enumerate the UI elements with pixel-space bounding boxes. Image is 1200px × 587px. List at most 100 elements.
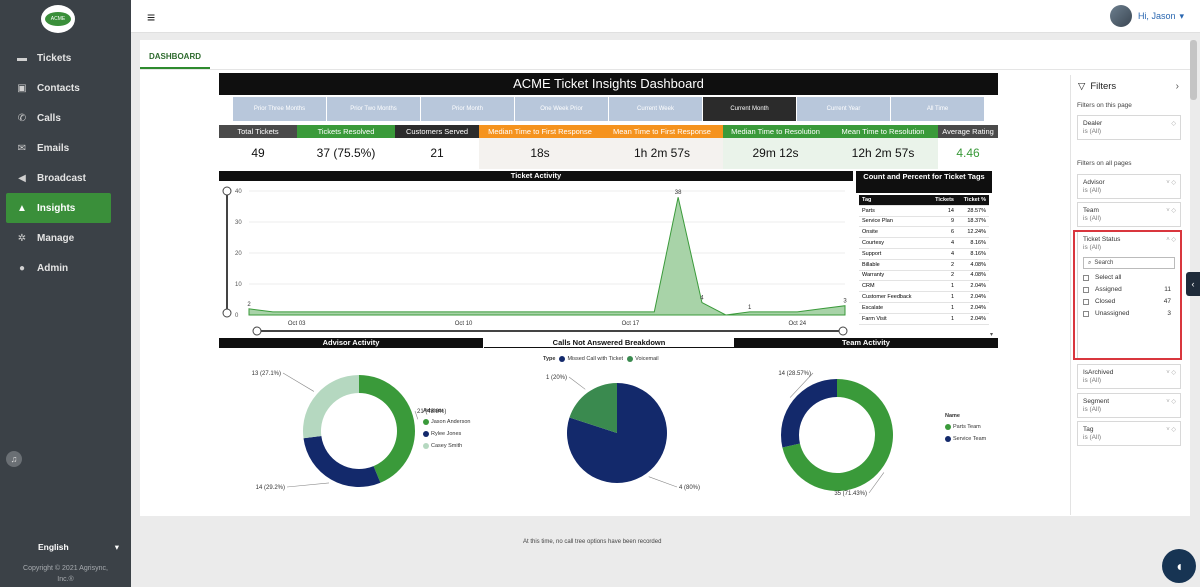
period-button[interactable]: Prior Two Months [327,97,420,121]
table-cell: Service Plan [862,218,893,225]
eraser-icon[interactable]: ˅ ◇ [1166,208,1176,214]
support-icon[interactable]: ♫ [6,451,22,467]
filter-card-team[interactable]: Team is (All) ˅ ◇ [1077,202,1181,227]
greeting: Hi, Jason [1137,11,1176,21]
copyright-line: Inc.® [57,576,74,583]
table-cell: 2.04% [970,294,986,301]
table-cell: 6 [950,229,954,236]
nav-item-tickets[interactable]: ▬ Tickets [6,43,111,73]
legend-item[interactable]: Casey Smith [423,443,470,449]
table-cell: 4 [950,250,954,257]
checkbox[interactable] [1083,310,1089,317]
filter-card-dealer[interactable]: Dealer is (All) ◇ [1077,115,1181,140]
table-cell: 4.08% [970,261,986,268]
nav-label: Insights [37,202,76,214]
period-button[interactable]: Current Month [703,97,796,121]
collapse-pane-icon[interactable]: ‹ [1186,272,1200,296]
table-row: Support 4 8.16% [859,249,989,260]
x-range-handle [252,326,262,336]
checkbox[interactable] [1083,274,1089,281]
eraser-icon[interactable]: ˅ ◇ [1166,399,1176,405]
status-option[interactable]: Select all [1083,274,1175,281]
filter-card-advisor[interactable]: Advisor is (All) ˅ ◇ [1077,174,1181,199]
label-leader [648,476,678,488]
pie-slice [782,379,893,491]
nav-item-manage[interactable]: ✲ Manage [6,223,111,253]
chat-bubble-icon[interactable]: ◖ [1162,549,1196,583]
hamburger-icon[interactable]: ≡ [147,9,156,25]
legend-dot [945,424,951,430]
legend-item[interactable]: Jason Anderson [423,419,470,425]
pie-slice [359,375,415,483]
filter-search-input[interactable]: ⌕ Search [1083,257,1175,269]
legend-item[interactable]: Missed Call with Ticket [559,356,623,362]
period-button[interactable]: Current Year [797,97,890,121]
legend-item[interactable]: Parts Team [945,424,986,430]
advisor-activity-title: Advisor Activity [219,338,483,348]
data-label: 38 [675,190,682,196]
filters-on-page-label: Filters on this page [1077,102,1132,109]
filters-title: ▽ Filters [1078,81,1116,92]
nav-label: Calls [37,112,61,124]
slice-label: 21 (43.8%) [417,409,446,415]
y-range-handle [222,186,232,196]
calls-legend: Type Missed Call with Ticket Voicemail [543,356,663,362]
legend-item[interactable]: Voicemail [627,356,659,362]
filter-card-segment[interactable]: Segment is (All) ˅ ◇ [1077,393,1181,418]
period-button[interactable]: Prior Three Months [233,97,326,121]
status-option[interactable]: Closed 47 [1083,298,1175,305]
table-cell: 9 [950,218,954,225]
checkbox[interactable] [1083,286,1089,293]
table-cell: Escalate [862,304,884,311]
kpi-value: 49 [219,138,297,169]
eraser-icon[interactable]: ˅ ◇ [1166,180,1176,186]
activity-area [248,197,846,316]
topbar: ≡ Hi, Jason ▾ [131,0,1200,33]
period-button[interactable]: Prior Month [421,97,514,121]
option-label: Unassigned [1095,310,1130,317]
option-label: Select all [1095,274,1122,281]
nav-item-insights[interactable]: ▲ Insights [6,193,111,223]
chart-icon: ▲ [17,202,27,214]
option-count: 3 [1167,310,1171,317]
table-row: Parts 14 28.57% [859,206,989,217]
checkbox[interactable] [1083,298,1089,305]
kpi-value: 18s [479,138,601,169]
tab-dashboard[interactable]: DASHBOARD [140,48,210,69]
nav-item-calls[interactable]: ✆ Calls [6,103,111,133]
search-icon: ⌕ [1088,259,1092,266]
filter-card-tag[interactable]: Tag is (All) ˅ ◇ [1077,421,1181,446]
period-button[interactable]: All Time [891,97,984,121]
nav-item-contacts[interactable]: ▣ Contacts [6,73,111,103]
status-option[interactable]: Assigned 11 [1083,286,1175,293]
label-leader [282,372,315,392]
nav-item-emails[interactable]: ✉ Emails [6,133,111,163]
chevron-right-icon[interactable]: › [1175,81,1179,92]
user-menu[interactable]: Hi, Jason ▾ [1109,5,1184,27]
copyright: Copyright © 2021 Agrisync, Inc.® [0,563,131,585]
logo[interactable]: ACME [41,5,75,33]
tags-header-cell: Tag [862,196,872,203]
chevron-up-icon[interactable]: ˄ ◇ [1166,237,1176,243]
filter-name: Dealer [1083,120,1103,127]
nav-item-admin[interactable]: ● Admin [6,253,111,283]
filter-card-isarchived[interactable]: IsArchived is (All) ˅ ◇ [1077,364,1181,389]
legend-item[interactable]: Service Team [945,436,986,442]
table-cell: 4 [950,240,954,247]
eraser-icon[interactable]: ◇ [1171,121,1176,127]
language-select[interactable]: English ▾ [0,537,131,557]
filter-value: is (All) [1083,187,1102,194]
nav-item-broadcast[interactable]: ◀ Broadcast [6,163,111,193]
eraser-icon[interactable]: ˅ ◇ [1166,427,1176,433]
period-button[interactable]: One Week Prior [515,97,608,121]
period-button[interactable]: Current Week [609,97,702,121]
legend-item[interactable]: Rylee Jones [423,431,470,437]
status-option[interactable]: Unassigned 3 [1083,310,1175,317]
eraser-icon[interactable]: ˅ ◇ [1166,370,1176,376]
legend-label: Service Team [953,436,987,442]
tags-scroll-down-icon[interactable]: ▾ [990,332,994,338]
page-scrollbar[interactable] [1190,40,1197,100]
tags-title: Count and Percent for Ticket Tags [856,171,992,193]
contacts-icon: ▣ [17,82,27,94]
table-cell: 18.37% [967,218,986,225]
